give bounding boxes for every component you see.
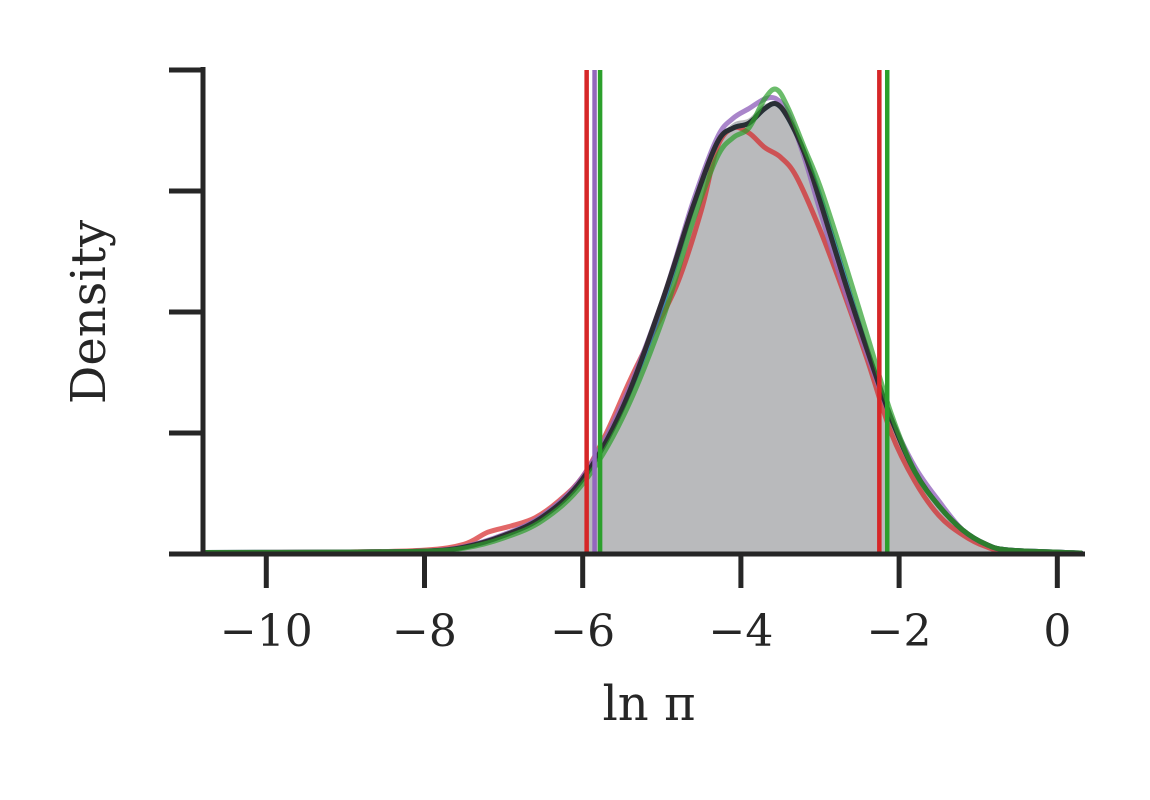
density-line-5 [200, 86, 1084, 556]
ticks: −10 −8 −6 −4 −2 0 [169, 67, 1071, 657]
x-axis-title: ln π [602, 676, 695, 732]
x-tick-label: −6 [550, 606, 615, 657]
x-tick-label: −10 [220, 606, 313, 657]
x-tick-label: −4 [708, 606, 773, 657]
y-axis-title: Density [61, 220, 117, 404]
x-tick-label: −8 [392, 606, 457, 657]
plot-area [200, 70, 1084, 556]
x-tick-label: 0 [1043, 606, 1071, 657]
x-tick-label: −2 [867, 606, 932, 657]
reference-density-area [203, 103, 1081, 554]
